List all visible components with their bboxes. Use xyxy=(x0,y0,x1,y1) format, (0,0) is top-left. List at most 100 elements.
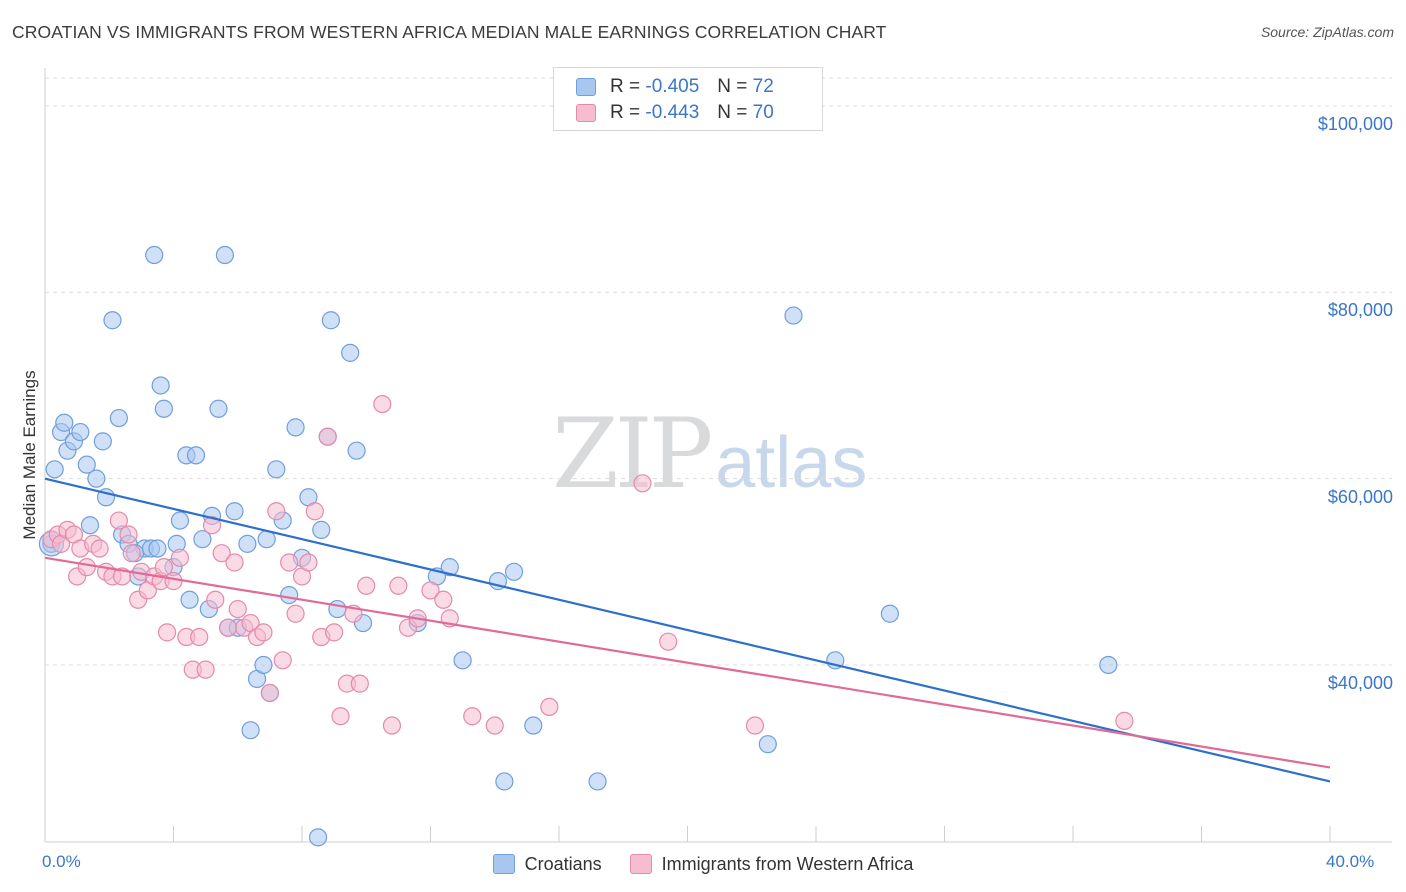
data-point xyxy=(170,548,190,567)
data-point xyxy=(382,716,402,735)
data-point xyxy=(225,502,244,521)
data-point xyxy=(421,581,440,600)
data-point xyxy=(1115,711,1134,730)
data-point xyxy=(228,599,247,619)
data-point xyxy=(238,534,257,553)
data-point xyxy=(308,828,328,847)
data-point xyxy=(260,683,279,703)
stats-legend: R = -0.405 N = 72 R = -0.443 N = 70 xyxy=(553,67,823,131)
y-axis-label-wrap: Median Male Earnings xyxy=(2,0,50,892)
data-point xyxy=(80,516,100,535)
trend-line xyxy=(44,556,1331,769)
data-point xyxy=(254,623,273,642)
data-point xyxy=(267,460,286,479)
x-tick-label-max: 40.0% xyxy=(1326,852,1375,871)
data-point xyxy=(119,525,138,544)
data-point xyxy=(434,590,453,609)
data-point xyxy=(109,408,128,428)
data-point xyxy=(280,585,299,605)
data-point xyxy=(495,772,514,791)
data-point xyxy=(1099,655,1118,675)
legend-swatch-immigrants xyxy=(629,854,652,874)
data-point xyxy=(299,553,318,572)
data-point xyxy=(71,422,90,442)
legend-item-immigrants[interactable]: Immigrants from Western Africa xyxy=(629,853,914,875)
legend-r-label: R = xyxy=(610,76,641,97)
data-point xyxy=(350,674,369,693)
data-point xyxy=(273,651,292,670)
data-point xyxy=(328,599,347,619)
trend-line xyxy=(44,477,1331,783)
watermark-zip: ZIP xyxy=(552,398,713,510)
y-axis-label: Median Male Earnings xyxy=(20,370,39,540)
data-point xyxy=(463,707,482,726)
x-tick-label-min: 0.0% xyxy=(42,852,81,871)
data-point xyxy=(77,455,96,474)
chart-title: CROATIAN VS IMMIGRANTS FROM WESTERN AFRI… xyxy=(12,22,887,42)
data-point xyxy=(784,306,803,325)
data-point xyxy=(373,394,392,414)
legend-swatch-croatians xyxy=(576,78,596,96)
stats-legend-row-croatians: R = -0.405 N = 72 xyxy=(576,75,774,99)
data-point xyxy=(485,716,504,735)
data-point xyxy=(880,604,899,623)
grid-lines xyxy=(45,77,1392,666)
data-point xyxy=(45,460,64,479)
axes xyxy=(44,68,1392,843)
watermark: ZIPatlas xyxy=(552,398,867,510)
data-point xyxy=(202,516,222,535)
data-point xyxy=(151,376,170,395)
legend-n-value: 70 xyxy=(752,102,774,123)
legend-n-value: 72 xyxy=(752,76,774,97)
data-point xyxy=(122,544,141,563)
data-point xyxy=(196,660,215,679)
data-point xyxy=(325,623,344,642)
legend-r-value: -0.405 xyxy=(645,76,700,97)
y-tick-label: $100,000 xyxy=(1317,113,1393,134)
data-point xyxy=(55,413,74,432)
series-immigrants-western-africa xyxy=(42,394,1134,735)
watermark-atlas: atlas xyxy=(715,423,868,503)
data-point xyxy=(145,245,164,265)
data-point xyxy=(206,590,225,609)
data-point xyxy=(103,311,122,330)
legend-swatch-croatians xyxy=(492,854,515,874)
legend-n-label: N = xyxy=(717,76,748,97)
data-point xyxy=(305,502,324,521)
y-tick-label: $80,000 xyxy=(1327,300,1393,321)
data-point xyxy=(440,558,459,577)
legend-swatch-immigrants xyxy=(576,104,596,122)
data-point xyxy=(540,697,559,717)
data-point xyxy=(659,632,678,651)
data-point xyxy=(280,553,299,572)
data-point xyxy=(164,572,183,591)
data-point xyxy=(389,576,408,595)
legend-label-immigrants: Immigrants from Western Africa xyxy=(661,853,914,874)
data-point xyxy=(286,604,305,623)
data-point xyxy=(633,474,652,493)
data-point xyxy=(157,623,177,642)
data-point xyxy=(588,772,607,791)
data-point xyxy=(321,311,341,330)
data-point xyxy=(186,446,206,465)
data-point xyxy=(504,562,524,581)
data-point xyxy=(267,502,286,521)
data-point xyxy=(190,627,209,647)
data-point xyxy=(109,511,128,530)
data-point xyxy=(77,558,96,577)
data-point xyxy=(745,716,765,735)
data-point xyxy=(180,590,199,609)
data-point xyxy=(209,399,228,418)
trend-lines xyxy=(44,477,1331,783)
legend-label-croatians: Croatians xyxy=(524,853,602,874)
data-point xyxy=(154,558,173,577)
legend-item-croatians[interactable]: Croatians xyxy=(492,853,602,875)
data-point xyxy=(225,553,244,572)
data-point xyxy=(312,520,331,539)
data-point xyxy=(93,432,112,451)
data-point xyxy=(254,655,273,675)
source-credit: Source: ZipAtlas.com xyxy=(1260,24,1394,40)
series-legend: Croatians Immigrants from Western Africa xyxy=(0,852,1406,876)
stats-legend-row-immigrants: R = -0.443 N = 70 xyxy=(576,101,774,125)
